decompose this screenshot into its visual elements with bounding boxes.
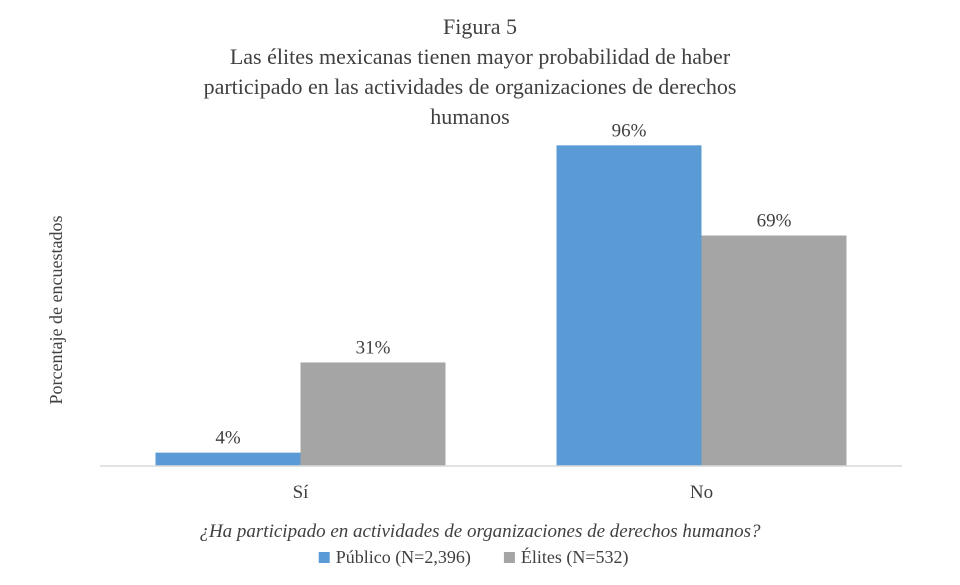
- data-label-elites-si: 31%: [356, 337, 391, 358]
- chart-title-line-2: participado en las actividades de organi…: [204, 74, 737, 99]
- y-axis-title: Porcentaje de encuestados: [46, 216, 66, 405]
- legend: Público (N=2,396) Élites (N=532): [318, 546, 629, 568]
- figure-label: Figura 5: [443, 14, 517, 39]
- data-label-publico-no: 96%: [612, 120, 647, 141]
- bar-elites-si: [300, 362, 446, 466]
- bars-group: 4% 31% 96% 69%: [155, 120, 847, 467]
- x-axis-title: ¿Ha participado en actividades de organi…: [199, 521, 761, 542]
- chart-title-line-1: Las élites mexicanas tienen mayor probab…: [230, 44, 731, 69]
- legend-swatch-elites: [503, 552, 515, 563]
- legend-label-publico: Público (N=2,396): [336, 547, 471, 568]
- bar-publico-no: [556, 145, 702, 467]
- bar-publico-si: [155, 452, 301, 466]
- bar-elites-no: [701, 235, 847, 466]
- x-tick-labels: Sí No: [293, 482, 714, 503]
- chart-title-line-3: humanos: [430, 104, 509, 129]
- x-tick-label-si: Sí: [293, 482, 310, 503]
- data-label-elites-no: 69%: [757, 211, 792, 232]
- data-label-publico-si: 4%: [215, 428, 241, 449]
- x-tick-label-no: No: [690, 482, 713, 503]
- legend-label-elites: Élites (N=532): [521, 546, 629, 568]
- legend-swatch-publico: [318, 552, 330, 563]
